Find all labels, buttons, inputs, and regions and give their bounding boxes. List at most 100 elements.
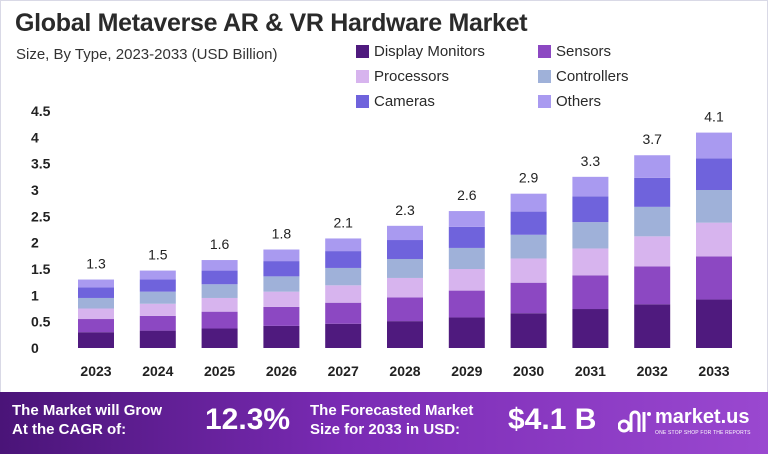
brand-name: market.us — [655, 406, 750, 428]
chart-title: Global Metaverse AR & VR Hardware Market — [15, 9, 528, 37]
x-tick-label: 2026 — [266, 363, 297, 379]
bar-segment-processors — [696, 222, 732, 257]
bar-segment-display-monitors — [510, 313, 547, 348]
bar-segment-others — [263, 249, 300, 262]
bar-segment-display-monitors — [387, 321, 423, 348]
legend-swatch — [356, 45, 369, 58]
bar-segment-display-monitors — [201, 328, 238, 348]
legend-label: Display Monitors — [374, 43, 485, 60]
bar-segment-sensors — [572, 275, 609, 310]
bar-segment-processors — [634, 236, 671, 267]
bar-total-label: 4.1 — [704, 109, 724, 125]
bar-segment-controllers — [448, 247, 485, 269]
bar-segment-others — [78, 279, 114, 288]
legend-swatch — [356, 70, 369, 83]
bar-total-label: 1.8 — [272, 226, 292, 242]
footer-forecast-value: $4.1 B — [508, 403, 597, 436]
bar-segment-cameras — [387, 240, 423, 259]
footer-forecast-caption-line2: Size for 2033 in USD: — [310, 421, 461, 438]
bar-segment-sensors — [387, 297, 423, 322]
bar-segment-processors — [387, 277, 423, 298]
bar-segment-controllers — [634, 206, 671, 237]
bar-segment-others — [139, 270, 176, 280]
x-tick-label: 2032 — [637, 363, 668, 379]
legend-swatch — [538, 45, 551, 58]
bar-segment-sensors — [263, 306, 300, 326]
bar-segment-sensors — [201, 311, 238, 329]
legend-swatch — [538, 70, 551, 83]
bar-segment-processors — [263, 291, 300, 307]
bar-segment-others — [572, 176, 609, 197]
footer-banner: The Market will Grow At the CAGR of: 12.… — [0, 392, 768, 454]
bar-segment-controllers — [325, 267, 362, 286]
y-tick-label: 4.5 — [31, 103, 51, 119]
bar-segment-display-monitors — [78, 332, 114, 348]
bar-segment-cameras — [572, 196, 609, 223]
bar-segment-controllers — [139, 291, 176, 304]
legend-swatch — [356, 95, 369, 108]
y-tick-label: 1 — [31, 287, 39, 303]
stacked-bar-chart: 0 0.5 1 1.5 2 2.5 3 3.5 4 4.5 1.3 2023 1.5 2024 1.6 202… — [31, 103, 732, 379]
bar-segment-others — [634, 155, 671, 178]
bar-segment-processors — [325, 285, 362, 303]
bar-segment-processors — [572, 248, 609, 276]
x-tick-label: 2029 — [451, 363, 482, 379]
bar-segment-cameras — [510, 211, 547, 235]
y-tick-label: 2.5 — [31, 208, 51, 224]
bar-segment-cameras — [325, 251, 362, 268]
legend-item-cameras: Cameras — [356, 93, 435, 110]
bar-total-label: 3.7 — [642, 131, 662, 147]
y-tick-label: 0.5 — [31, 314, 51, 330]
legend-item-sensors: Sensors — [538, 43, 611, 60]
y-tick-label: 1.5 — [31, 261, 51, 277]
bar-segment-sensors — [78, 319, 114, 333]
bar-segment-processors — [139, 303, 176, 316]
bar-segment-processors — [510, 258, 547, 283]
bar-segment-controllers — [201, 284, 238, 298]
bar-segment-others — [696, 132, 732, 159]
bar-segment-display-monitors — [634, 304, 671, 348]
legend-item-processors: Processors — [356, 68, 449, 85]
bar-segment-cameras — [448, 226, 485, 248]
bar-total-label: 2.3 — [395, 202, 415, 218]
bar-segment-cameras — [263, 261, 300, 277]
bar-segment-controllers — [696, 190, 732, 223]
x-tick-label: 2030 — [513, 363, 544, 379]
bar-segment-display-monitors — [139, 330, 176, 348]
market-us-logo-icon — [618, 410, 651, 433]
bar-total-label: 2.6 — [457, 187, 477, 203]
bar-segment-display-monitors — [572, 309, 609, 348]
y-tick-label: 2 — [31, 235, 39, 251]
bar-segment-processors — [448, 269, 485, 291]
bar-segment-controllers — [78, 297, 114, 309]
legend-item-others: Others — [538, 93, 601, 110]
bar-segment-controllers — [510, 234, 547, 259]
bar-segment-display-monitors — [696, 299, 732, 348]
brand-tagline: ONE STOP SHOP FOR THE REPORTS — [655, 430, 751, 436]
bar-segment-sensors — [325, 302, 362, 324]
x-tick-label: 2033 — [698, 363, 729, 379]
x-tick-label: 2025 — [204, 363, 235, 379]
y-tick-label: 0 — [31, 340, 39, 356]
bar-segment-cameras — [78, 287, 114, 298]
footer-forecast-caption-line1: The Forecasted Market — [310, 402, 474, 419]
bar-segment-sensors — [634, 266, 671, 305]
bar-segment-sensors — [510, 282, 547, 314]
bar-segment-sensors — [139, 315, 176, 331]
footer-cagr-value: 12.3% — [205, 403, 291, 436]
y-tick-label: 3.5 — [31, 156, 51, 172]
y-tick-label: 4 — [31, 129, 39, 145]
bar-total-label: 2.9 — [519, 170, 539, 186]
bar-segment-processors — [78, 308, 114, 320]
bar-total-label: 2.1 — [333, 214, 353, 230]
bar-segment-cameras — [139, 279, 176, 292]
legend-label: Cameras — [374, 93, 435, 110]
bar-segment-others — [325, 238, 362, 252]
x-tick-label: 2024 — [142, 363, 173, 379]
bar-segment-cameras — [696, 158, 732, 190]
brand-logo[interactable]: market.us ONE STOP SHOP FOR THE REPORTS — [618, 404, 758, 444]
bar-segment-cameras — [634, 177, 671, 207]
legend-label: Sensors — [556, 43, 612, 60]
bar-segment-sensors — [448, 290, 485, 318]
chart-subtitle: Size, By Type, 2023-2033 (USD Billion) — [16, 46, 278, 63]
